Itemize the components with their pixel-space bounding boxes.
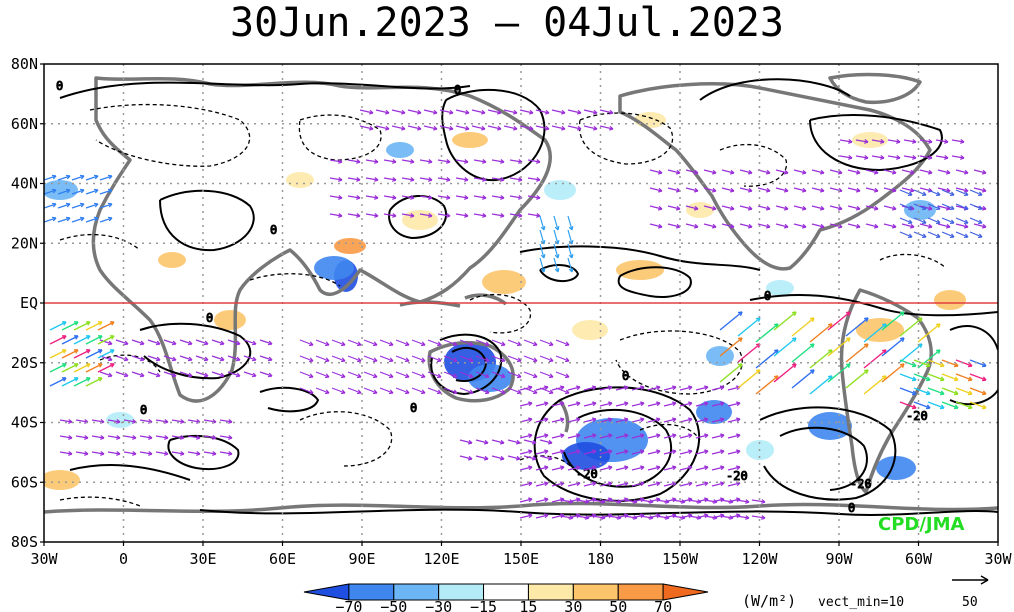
lat-label: 40S — [11, 414, 38, 432]
colorbar-label: 30 — [564, 598, 582, 612]
lat-label: 60N — [11, 115, 38, 133]
lat-label: 80N — [11, 55, 38, 73]
colorbar-label: 50 — [609, 598, 627, 612]
lon-label: 60W — [905, 550, 933, 568]
contour-label: 0 — [410, 401, 417, 415]
credit-label: CPD/JMA — [878, 514, 965, 535]
lat-label: 80S — [11, 533, 38, 551]
colorbar-label: −50 — [380, 598, 407, 612]
colorbar-segment — [662, 583, 709, 601]
colorbar-label: 15 — [519, 598, 537, 612]
lat-label: EQ — [20, 294, 38, 312]
reference-vector — [952, 575, 989, 585]
lon-label: 60E — [269, 550, 296, 568]
contour-label: 0 — [848, 501, 855, 515]
contour-label: 0 — [206, 311, 213, 325]
contour-label: -20 — [850, 477, 872, 491]
reference-vector-value: 50 — [962, 595, 978, 610]
lon-label: 150E — [503, 550, 539, 568]
lat-label: 60S — [11, 473, 38, 491]
lon-label: 0 — [119, 550, 128, 568]
lon-label: 90E — [348, 550, 375, 568]
lat-label: 40N — [11, 175, 38, 193]
lon-label: 120W — [741, 550, 778, 568]
colorbar-label: −70 — [335, 598, 362, 612]
contour-label: -20 — [576, 467, 598, 481]
latitude-axis: 80N 60N 40N 20N EQ 20S 40S 60S 80S — [11, 55, 44, 551]
contour-label: 0 — [270, 223, 277, 237]
map-title: 30Jun.2023 – 04Jul.2023 — [230, 0, 784, 46]
lon-label: 90W — [825, 550, 853, 568]
contour-label: 0 — [764, 289, 771, 303]
contour-label: -20 — [726, 469, 748, 483]
lon-label: 30W — [984, 550, 1012, 568]
colorbar-units: (W/m²) — [742, 592, 796, 610]
lon-label: 30W — [30, 550, 58, 568]
lat-label: 20N — [11, 234, 38, 252]
contour-lines: 0 0 0 0 0 0 0 0 0 -20 -20 -20 -20 — [56, 78, 998, 516]
lon-label: 30E — [189, 550, 216, 568]
contour-label: 0 — [140, 403, 147, 417]
lon-label: 150W — [662, 550, 699, 568]
lat-label: 20S — [11, 354, 38, 372]
lon-label: 120E — [423, 550, 459, 568]
colorbar-label: −30 — [425, 598, 452, 612]
colorbar-label: 70 — [654, 598, 672, 612]
vector-min-label: vect_min=10 — [818, 595, 904, 610]
lon-label: 180 — [587, 550, 614, 568]
colorbar-label: −15 — [470, 598, 497, 612]
contour-label: 0 — [454, 83, 461, 97]
colorbar: −70 −50 −30 −15 15 30 50 70 — [303, 583, 709, 612]
contour-label: -20 — [906, 409, 928, 423]
contour-label: 0 — [56, 79, 63, 93]
longitude-axis: 30W 0 30E 60E 90E 120E 150E 180 150W 120W 90W 60W 30… — [30, 542, 1013, 568]
wave-activity-vectors — [44, 109, 987, 520]
contour-label: 0 — [622, 369, 629, 383]
